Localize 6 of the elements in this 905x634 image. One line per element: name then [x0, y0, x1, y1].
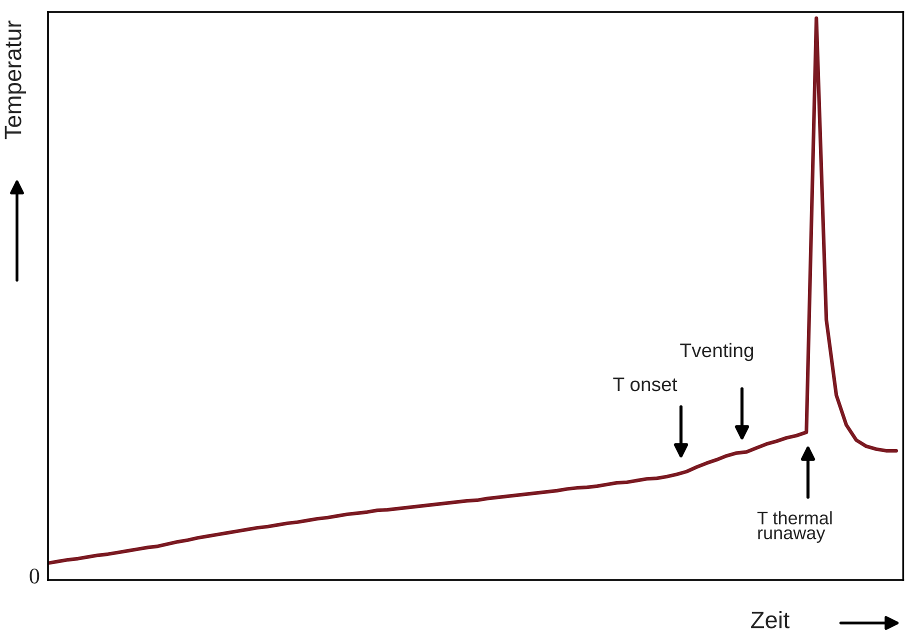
annotation: Tventing	[680, 342, 754, 362]
annotation: T onset	[613, 378, 678, 392]
y-axis-title: Temperatur	[4, 20, 26, 140]
x-axis-title: Zeit	[751, 610, 790, 628]
annotation: T thermal runaway	[757, 511, 832, 543]
text: 0	[30, 568, 40, 584]
